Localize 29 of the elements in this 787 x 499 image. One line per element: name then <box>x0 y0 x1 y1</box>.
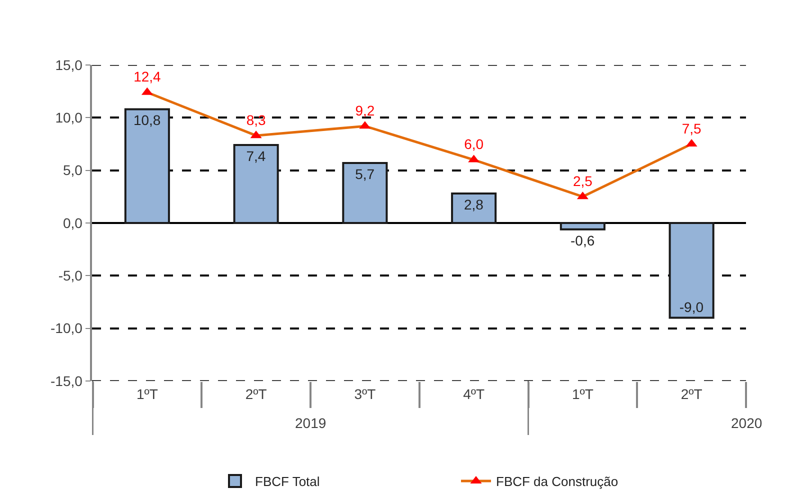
x-tick-label: 2ºT <box>680 386 703 402</box>
y-tick-label: 0,0 <box>62 214 83 231</box>
y-tick-label: 15,0 <box>55 56 83 73</box>
x-tick-label: 3ºT <box>354 386 376 402</box>
x-tick-label: 2ºT <box>245 386 268 402</box>
data-label: 2,5 <box>572 172 593 189</box>
y-tick-label: -15,0 <box>50 372 83 389</box>
data-label: 9,2 <box>355 102 375 118</box>
data-label: -0,6 <box>570 232 595 248</box>
text: 2020 <box>731 415 762 431</box>
data-label: 12,4 <box>134 68 162 85</box>
data-label: 8,3 <box>246 112 266 128</box>
x-tick-label: 1ºT <box>136 386 158 402</box>
data-label: -9,0 <box>679 298 704 315</box>
x-tick-label: 1ºT <box>572 386 594 402</box>
legend-label: FBCF da Construção <box>496 474 618 490</box>
data-label: 7,5 <box>682 120 702 136</box>
legend-label: FBCF Total <box>255 474 320 490</box>
data-label: 7,4 <box>246 148 266 164</box>
data-label: 6,0 <box>464 136 484 152</box>
data-label: 2,8 <box>464 196 484 213</box>
text: 2019 <box>295 415 326 431</box>
x-tick-label: 4ºT <box>463 386 485 402</box>
y-tick-label: 10,0 <box>55 110 83 126</box>
y-tick-label: -10,0 <box>50 320 83 336</box>
data-label: 5,7 <box>355 166 375 182</box>
y-tick-label: 5,0 <box>62 162 83 178</box>
data-label: 10,8 <box>133 112 161 128</box>
y-tick-label: -5,0 <box>58 268 83 284</box>
